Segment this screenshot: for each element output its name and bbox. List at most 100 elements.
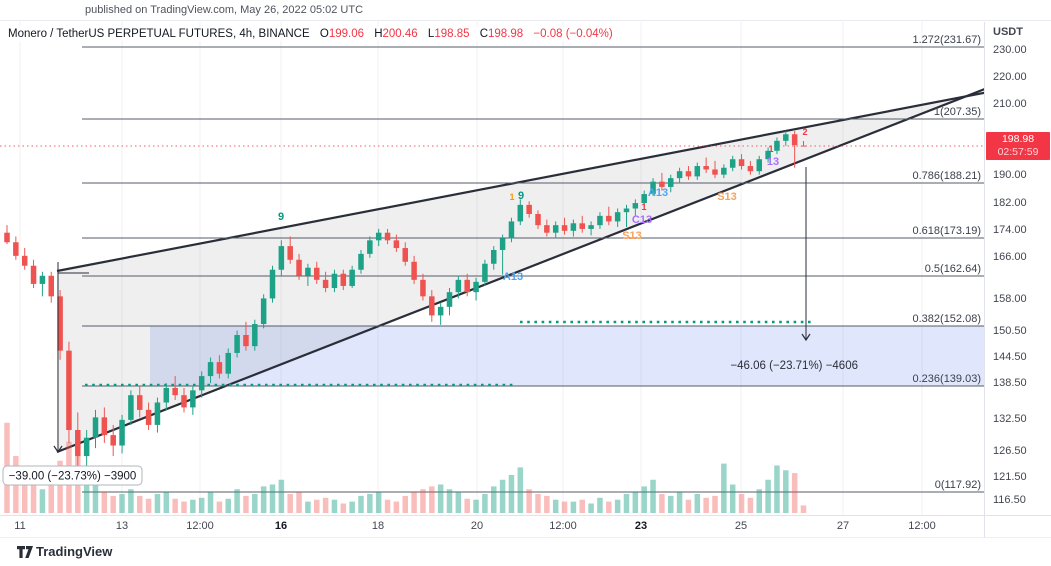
candle-body: [101, 417, 108, 436]
volume-bar: [570, 501, 577, 513]
volume-bar: [552, 499, 559, 513]
volume-bar: [535, 494, 541, 513]
volume-bar: [738, 494, 745, 513]
candle-body: [446, 292, 453, 307]
volume-bar: [703, 497, 709, 513]
candle-body: [216, 362, 223, 374]
volume-bar: [287, 494, 293, 513]
candle-body: [721, 167, 727, 175]
price-tick-label: 150.50: [993, 325, 1027, 337]
candle-body: [181, 395, 187, 408]
volume-bar: [21, 470, 28, 513]
volume-bar: [322, 497, 329, 513]
volume-bar: [163, 492, 170, 513]
volume-bar: [694, 494, 701, 513]
td-marker: 1: [768, 144, 773, 154]
volume-bar: [252, 494, 258, 513]
volume-bar: [340, 503, 347, 513]
td-marker: 1: [509, 192, 514, 202]
price-tick-label: 121.50: [993, 471, 1027, 483]
fib-level-label: 0(117.92): [935, 479, 981, 491]
time-axis[interactable]: 11 13 12:00 16 18 20 12:00 23 25 27 12:00: [0, 515, 984, 538]
candle-body: [420, 279, 426, 297]
tradingview-brand: TradingView: [36, 544, 113, 559]
price-tick-label: 126.50: [993, 445, 1027, 457]
candle-body: [57, 296, 63, 351]
volume-bar: [588, 503, 594, 513]
candle-body: [614, 212, 621, 222]
price-tick-label: 174.00: [993, 224, 1027, 236]
publish-timestamp: published on TradingView.com, May 26, 20…: [0, 0, 1051, 21]
candle-body: [606, 215, 612, 222]
volume-bar: [225, 498, 231, 513]
candle-body: [774, 140, 780, 151]
price-tick-label: 158.00: [993, 293, 1027, 305]
volume-bar: [446, 489, 453, 513]
symbol-legend[interactable]: Monero / TetherUS PERPETUAL FUTURES, 4h,…: [8, 27, 617, 41]
volume-bar: [606, 501, 612, 513]
candle-body: [499, 238, 506, 250]
volume-bar: [800, 505, 807, 513]
volume-bar: [119, 494, 125, 513]
publish-timestamp-text: published on TradingView.com, May 26, 20…: [85, 4, 364, 16]
volume-bar: [650, 479, 656, 513]
candle-body: [66, 350, 72, 431]
candle-body: [765, 150, 771, 160]
td-marker: 2: [802, 127, 807, 137]
candle-body: [48, 275, 54, 297]
measure-label-box: [2, 465, 143, 486]
candle-body: [4, 232, 10, 243]
candle-body: [110, 435, 116, 446]
candle-body: [668, 178, 674, 187]
bar-countdown: 02:57:59: [997, 146, 1039, 158]
volume-bar: [491, 486, 497, 513]
fib-level-label: 0.618(173.19): [913, 225, 982, 237]
volume-bar: [517, 467, 524, 513]
time-tick-label: 11: [14, 520, 26, 532]
volume-bar: [473, 499, 479, 513]
volume-bar: [774, 465, 780, 513]
volume-bar: [721, 463, 727, 513]
volume-bar: [30, 484, 37, 513]
candle-body: [783, 134, 789, 141]
candle-body: [561, 225, 568, 231]
time-tick-label: 12:00: [186, 520, 214, 532]
chart-canvas[interactable]: 1.272(231.67) 1(207.35) 0.786(188.21) 0.618…: [0, 22, 986, 515]
price-axis[interactable]: USDT 230.00 220.00 210.00 190.00 182.00 174.0…: [984, 22, 1051, 515]
measure-arrowhead: [801, 333, 811, 342]
candle-body: [145, 409, 152, 425]
price-tick-label: 138.50: [993, 377, 1027, 389]
volume-bar: [384, 499, 391, 513]
volume-bar: [791, 473, 798, 513]
volume-bar: [296, 492, 302, 513]
last-price-badge: 198.98 02:57:59: [986, 132, 1050, 160]
volume-bar: [92, 484, 99, 513]
candle-body: [83, 437, 90, 457]
candle-body: [243, 334, 249, 347]
volume-bar: [429, 486, 435, 513]
volume-bar: [508, 475, 515, 513]
candle-body: [225, 352, 231, 374]
close-label: C: [479, 28, 489, 40]
volume-bar: [57, 460, 63, 513]
candle-body: [526, 204, 532, 215]
volume-bar: [154, 494, 161, 513]
volume-bar: [544, 495, 550, 513]
volume-bar: [314, 499, 320, 513]
volume-bar: [756, 489, 762, 513]
volume-bar: [499, 479, 506, 513]
volume-bar: [597, 497, 603, 513]
candle-body: [154, 402, 161, 425]
volume-bar: [349, 501, 355, 513]
measure-label: −39.00 (−23.73%) −3900: [9, 471, 137, 483]
volume-bar: [260, 486, 267, 513]
candlestick-chart[interactable]: 1.272(231.67) 1(207.35) 0.786(188.21) 0.618…: [0, 22, 986, 515]
volume-bar: [402, 495, 408, 513]
fib-level-label: 0.382(152.08): [913, 313, 982, 325]
volume-bar: [110, 495, 116, 513]
td-marker: S13: [622, 230, 642, 242]
fib-level-label: 1(207.35): [934, 106, 981, 118]
candle-body: [13, 242, 19, 256]
volume-bar: [632, 492, 639, 513]
candle-body: [21, 255, 28, 266]
